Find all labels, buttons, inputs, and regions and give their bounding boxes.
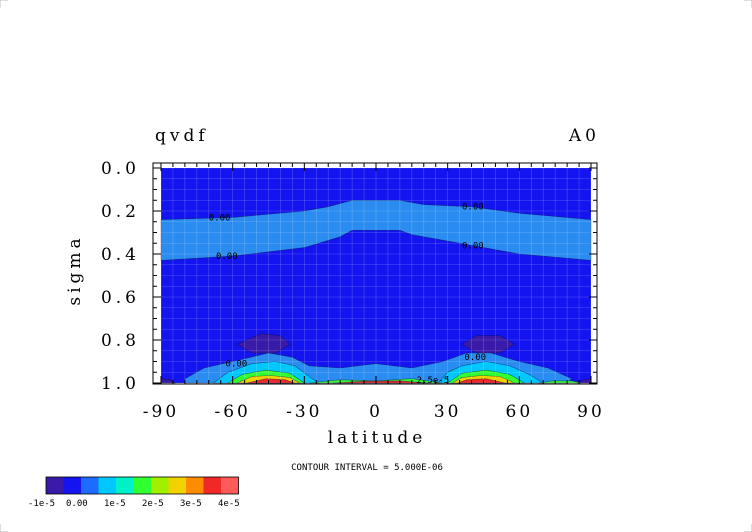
colorbar-label: 4e-5 [218,499,240,509]
contour-label: 2.5e-5 [417,376,450,386]
colorbar-label: 3e-5 [180,499,202,509]
x-tick-label: 30 [434,402,462,422]
contour-label: 0.00 [464,353,486,363]
colorbar-swatch [116,477,134,494]
y-tick-label: 0.2 [101,202,140,222]
colorbar-swatch [168,477,186,494]
chart-title-left: qvdf [155,126,209,146]
colorbar-swatch [186,477,204,494]
plot-frame [152,162,598,385]
contour-label: 0.00 [209,213,231,223]
x-tick-label: -90 [143,402,179,422]
colorbar-swatch [151,477,169,494]
colorbar-swatch [63,477,81,494]
colorbar-label: 0.00 [66,499,88,509]
colorbar-swatch [46,477,64,494]
grid-lines [160,167,592,384]
x-tick-label: 60 [506,402,534,422]
x-tick-label: 0 [369,402,383,422]
colorbar-frame [45,476,239,495]
colorbar-swatch [221,477,239,494]
field-red-band-north [457,378,506,384]
chart-title-right: A0 [568,126,600,146]
y-tick-label: 0.0 [101,159,140,179]
colorbar-label: 2e-5 [142,499,164,509]
colorbar-swatch [203,477,221,494]
colorbar-swatch [98,477,116,494]
colorbar: -1e-5 0.00 1e-5 2e-5 3e-5 4e-5 [28,476,240,509]
field-red-band-south [246,378,295,384]
colorbar-swatch [133,477,151,494]
colorbar-label: -1e-5 [28,499,55,509]
x-axis-label: latitude [328,428,427,448]
colorbar-swatch [81,477,99,494]
y-tick-label: 0.4 [101,245,140,265]
y-tick-label: 0.6 [101,288,140,308]
y-tick-label: 1.0 [101,374,140,394]
contour-label: 0.00 [226,360,248,370]
contour-label: 0.00 [216,252,238,262]
contour-fields [160,200,592,384]
contour-interval-text: CONTOUR INTERVAL = 5.000E-06 [291,463,443,473]
x-tick-label: 90 [577,402,605,422]
x-tick-label: -30 [286,402,322,422]
field-upper-lighter-band [160,200,592,261]
axes: -90 -60 -30 0 30 60 90 0.0 0.2 0.4 0.6 0.8 1.0 [101,159,605,422]
contour-label: 0.00 [462,203,484,213]
x-tick-label: -60 [214,402,250,422]
colorbar-label: 1e-5 [104,499,126,509]
field-negative-blob-south [236,333,291,354]
y-tick-label: 0.8 [101,331,140,351]
contour-label: 0.00 [462,241,484,251]
y-axis-label: sigma [65,234,85,305]
contour-labels: 0.00 0.00 0.00 0.00 0.00 0.00 2.5e-5 [209,203,486,386]
